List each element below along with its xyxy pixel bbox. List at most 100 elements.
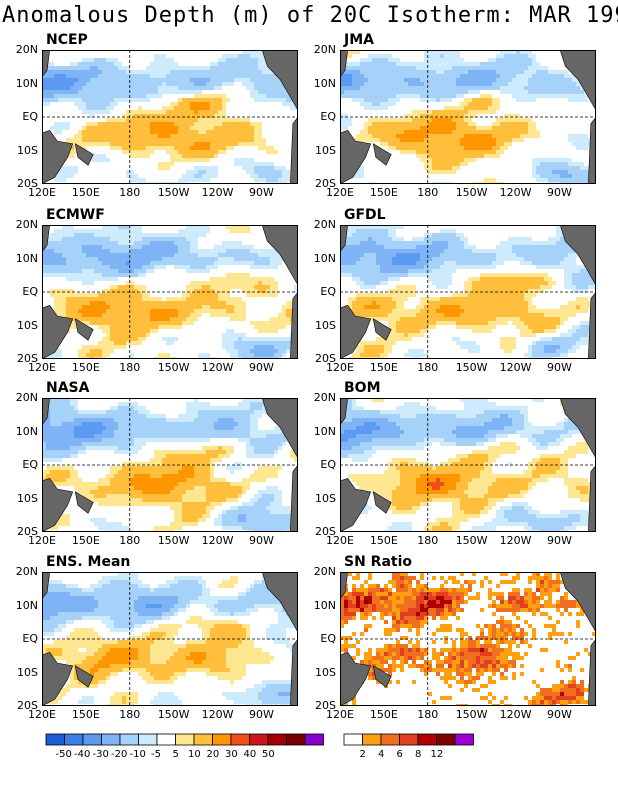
lon-tick-label: 120W <box>499 361 532 374</box>
lat-tick-label: 20S <box>17 525 38 538</box>
colorbar-swatch <box>304 733 324 746</box>
lat-tick-label: 10S <box>17 318 38 332</box>
landmass <box>42 478 74 532</box>
landmass <box>559 225 596 286</box>
lat-tick-label: 20N <box>15 43 38 56</box>
lat-tick-label: 10N <box>313 598 336 612</box>
panel-title: SN Ratio <box>344 554 413 570</box>
lon-tick-label: 150W <box>157 361 190 374</box>
landmass <box>559 398 596 459</box>
lat-tick-label: 10N <box>15 76 38 90</box>
lon-tick-label: 120E <box>28 186 56 199</box>
lat-tick-label: 10N <box>313 76 336 90</box>
colorbar-swatch <box>193 733 213 746</box>
lat-tick-label: 10S <box>315 143 336 157</box>
lat-tick-label: 10N <box>15 251 38 265</box>
lon-tick-label: 150W <box>157 186 190 199</box>
lon-tick-label: 120E <box>326 708 354 721</box>
lat-tick-label: 20S <box>17 177 38 190</box>
landmass <box>74 665 94 688</box>
colorbar-swatch <box>138 733 158 746</box>
colorbar-label: 4 <box>378 749 385 760</box>
landmass <box>340 398 348 426</box>
colorbar-swatch <box>64 733 84 746</box>
lon-tick-label: 150W <box>455 534 488 547</box>
lat-tick-label: 20S <box>17 352 38 365</box>
panel-title: ECMWF <box>46 207 105 223</box>
lon-tick-label: 150E <box>369 534 398 547</box>
lon-tick-label: 120E <box>28 708 56 721</box>
landmass <box>340 652 372 706</box>
colorbar-label: 50 <box>262 749 275 760</box>
landmass <box>372 143 392 166</box>
lat-tick-label: 20N <box>15 391 38 404</box>
lat-tick-label: 20N <box>313 565 336 578</box>
lat-tick-label: 20N <box>313 391 336 404</box>
lat-tick-label: 20N <box>15 565 38 578</box>
landmass <box>261 50 298 111</box>
lon-tick-label: 120E <box>326 186 354 199</box>
map-panel <box>42 572 298 706</box>
landmass <box>42 572 50 600</box>
lon-tick-label: 180 <box>119 361 141 374</box>
lon-tick-label: 120W <box>201 534 234 547</box>
lat-tick-label: 10S <box>17 665 38 679</box>
colorbar-swatch <box>343 733 363 746</box>
panel-title: JMA <box>344 32 374 48</box>
lat-tick-label: EQ <box>22 285 38 298</box>
landmass <box>340 305 372 359</box>
lat-tick-label: 20N <box>313 43 336 56</box>
lon-tick-label: 150E <box>71 186 100 199</box>
lon-tick-label: 180 <box>417 534 439 547</box>
lon-tick-label: 180 <box>119 534 141 547</box>
map-panel <box>42 50 298 184</box>
lon-tick-label: 120E <box>28 361 56 374</box>
landmass <box>588 291 596 359</box>
colorbar <box>343 733 474 746</box>
landmass <box>290 638 298 706</box>
map-panel <box>340 50 596 184</box>
lat-tick-label: EQ <box>22 632 38 645</box>
lat-tick-label: EQ <box>22 110 38 123</box>
lat-tick-label: EQ <box>320 110 336 123</box>
landmass <box>588 116 596 184</box>
colorbar-label: 5 <box>172 749 179 760</box>
lon-tick-label: 120E <box>28 534 56 547</box>
lat-tick-label: EQ <box>320 285 336 298</box>
lon-tick-label: 120W <box>201 361 234 374</box>
colorbar-label: 10 <box>188 749 201 760</box>
lat-tick-label: 20S <box>17 699 38 712</box>
lat-tick-label: 10N <box>313 251 336 265</box>
lat-tick-label: EQ <box>320 458 336 471</box>
colorbar-swatch <box>156 733 176 746</box>
lat-tick-label: 10N <box>15 598 38 612</box>
lon-tick-label: 90W <box>546 186 572 199</box>
landmass <box>261 225 298 286</box>
colorbar-label: 6 <box>396 749 403 760</box>
landmass <box>290 464 298 532</box>
lon-tick-label: 150W <box>455 361 488 374</box>
lon-tick-label: 90W <box>248 708 274 721</box>
landmass <box>42 225 50 253</box>
landmass <box>372 318 392 341</box>
lon-tick-label: 180 <box>119 186 141 199</box>
lat-tick-label: 10S <box>315 318 336 332</box>
colorbar-label: -20 <box>111 749 128 760</box>
map-panel <box>340 572 596 706</box>
lon-tick-label: 150E <box>71 361 100 374</box>
colorbar-swatch <box>45 733 65 746</box>
landmass <box>42 50 50 78</box>
lat-tick-label: 20N <box>15 218 38 231</box>
colorbar-label: -10 <box>129 749 146 760</box>
lat-tick-label: 10S <box>315 665 336 679</box>
lon-tick-label: 90W <box>248 186 274 199</box>
colorbar-swatch <box>362 733 382 746</box>
lat-tick-label: 10S <box>17 491 38 505</box>
colorbar-swatch <box>82 733 102 746</box>
lat-tick-label: 20N <box>313 218 336 231</box>
landmass <box>74 491 94 514</box>
colorbar-label: 30 <box>225 749 238 760</box>
chart-title: Anomalous Depth (m) of 20C Isotherm: MAR… <box>2 3 618 28</box>
colorbar-swatch <box>212 733 232 746</box>
landmass <box>74 143 94 166</box>
